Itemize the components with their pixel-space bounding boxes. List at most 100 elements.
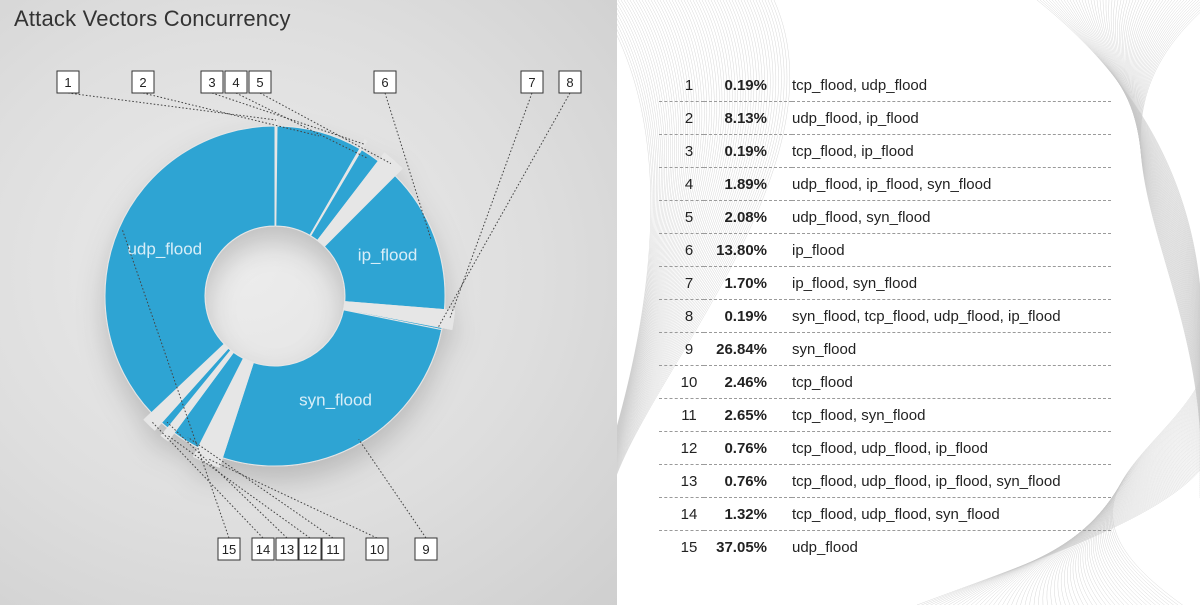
callout-12: 12 [298, 537, 322, 561]
legend-index: 4 [684, 175, 694, 193]
legend-row: 14 1.32% tcp_flood, udp_flood, syn_flood [659, 497, 1111, 531]
legend-percent: 0.76% [724, 472, 767, 490]
legend-row: 5 2.08% udp_flood, syn_flood [659, 200, 1111, 234]
wave-line [1036, 0, 1200, 380]
legend-row: 7 1.70% ip_flood, syn_flood [659, 266, 1111, 300]
wave-line [1072, 0, 1200, 404]
leader-line [122, 230, 230, 539]
callout-box [373, 70, 397, 94]
leader-line [235, 92, 369, 159]
legend-vectors: udp_flood, ip_flood [792, 101, 1111, 135]
donut-slice-6 [323, 174, 446, 311]
legend-index: 8 [684, 307, 694, 325]
wave-line [1051, 0, 1200, 390]
wave-line [930, 465, 1200, 605]
callout-label: 11 [326, 542, 340, 557]
callout-1: 1 [56, 70, 80, 94]
wave-line [1078, 0, 1200, 408]
callout-4: 4 [224, 70, 248, 94]
wave-line [1075, 0, 1200, 406]
legend-row: 10 2.46% tcp_flood [659, 365, 1111, 399]
legend-index: 13 [680, 472, 698, 490]
callout-3: 3 [200, 70, 224, 94]
legend-percent: 0.19% [724, 307, 767, 325]
legend-vectors: tcp_flood, ip_flood [792, 134, 1111, 168]
legend-row: 4 1.89% udp_flood, ip_flood, syn_flood [659, 167, 1111, 201]
slice-label: ip_flood [358, 245, 418, 264]
legend-index: 11 [681, 406, 697, 424]
legend-percent: 1.70% [724, 274, 767, 292]
donut-slice-15 [104, 125, 276, 414]
callout-8: 8 [558, 70, 582, 94]
callout-box [414, 537, 438, 561]
legend-vectors: tcp_flood, udp_flood [792, 69, 1111, 102]
callout-box [224, 70, 248, 94]
wave-line [1087, 0, 1200, 414]
leader-line [437, 92, 571, 329]
chart-panel [0, 0, 617, 605]
callout-label: 8 [566, 75, 573, 90]
wave-line [1042, 0, 1200, 384]
callout-box [365, 537, 389, 561]
callout-label: 2 [139, 75, 146, 90]
wave-line [1110, 0, 1200, 430]
legend-vectors: tcp_flood, syn_flood [792, 398, 1111, 432]
leader-line [358, 439, 427, 539]
wave-line [1090, 0, 1200, 416]
legend-row: 8 0.19% syn_flood, tcp_flood, udp_flood, i… [659, 299, 1111, 333]
legend-row: 9 26.84% syn_flood [659, 332, 1111, 366]
wave-line [943, 460, 1200, 605]
callout-2: 2 [131, 70, 155, 94]
callout-label: 1 [64, 75, 71, 90]
wave-line [1054, 0, 1200, 392]
donut-slice-9 [221, 309, 443, 467]
wave-line [1048, 0, 1200, 388]
legend-index: 7 [684, 274, 694, 292]
callout-box [131, 70, 155, 94]
leader-line [166, 434, 311, 539]
wave-line [1105, 0, 1200, 426]
wave-line [1102, 0, 1200, 424]
legend-percent: 2.65% [724, 406, 767, 424]
callout-label: 12 [303, 542, 317, 557]
callout-label: 13 [280, 542, 294, 557]
slice-label: syn_flood [299, 391, 372, 410]
leader-line [142, 92, 319, 137]
page-title: Attack Vectors Concurrency [14, 6, 291, 31]
legend-percent: 2.46% [724, 373, 767, 391]
callout-label: 14 [256, 542, 270, 557]
callout-14: 14 [251, 537, 275, 561]
legend-vectors: tcp_flood, udp_flood, syn_flood [792, 497, 1111, 531]
callout-label: 3 [208, 75, 215, 90]
legend-percent: 8.13% [724, 109, 767, 127]
legend-vectors: ip_flood, syn_flood [792, 266, 1111, 300]
leader-line [259, 92, 392, 164]
wave-line [1045, 0, 1200, 386]
callout-13: 13 [275, 537, 299, 561]
legend-index: 14 [680, 505, 698, 523]
legend-index: 6 [684, 241, 694, 259]
callout-11: 11 [321, 537, 345, 561]
slice-label: udp_flood [127, 240, 202, 259]
legend-percent: 0.19% [724, 76, 767, 94]
legend-index: 5 [684, 208, 694, 226]
legend-row: 1 0.19% tcp_flood, udp_flood [659, 69, 1111, 102]
callout-9: 9 [414, 537, 438, 561]
legend-row: 13 0.76% tcp_flood, udp_flood, ip_flood, s… [659, 464, 1111, 498]
leader-line [67, 92, 277, 121]
legend-vectors: tcp_flood, udp_flood, ip_flood, syn_floo… [792, 464, 1111, 498]
callout-15: 15 [217, 537, 241, 561]
callout-box [275, 537, 299, 561]
wave-line [948, 459, 1200, 605]
callout-label: 6 [381, 75, 388, 90]
callout-box [56, 70, 80, 94]
callout-label: 10 [370, 542, 384, 557]
wave-line [1066, 0, 1200, 400]
callout-5: 5 [248, 70, 272, 94]
legend-vectors: tcp_flood [792, 365, 1111, 399]
wave-line [1039, 0, 1200, 382]
wave-line [1112, 381, 1200, 605]
callout-label: 15 [222, 542, 236, 557]
legend-table: 1 0.19% tcp_flood, udp_flood 2 8.13% udp_floo… [659, 69, 1111, 563]
legend-index: 2 [684, 109, 694, 127]
